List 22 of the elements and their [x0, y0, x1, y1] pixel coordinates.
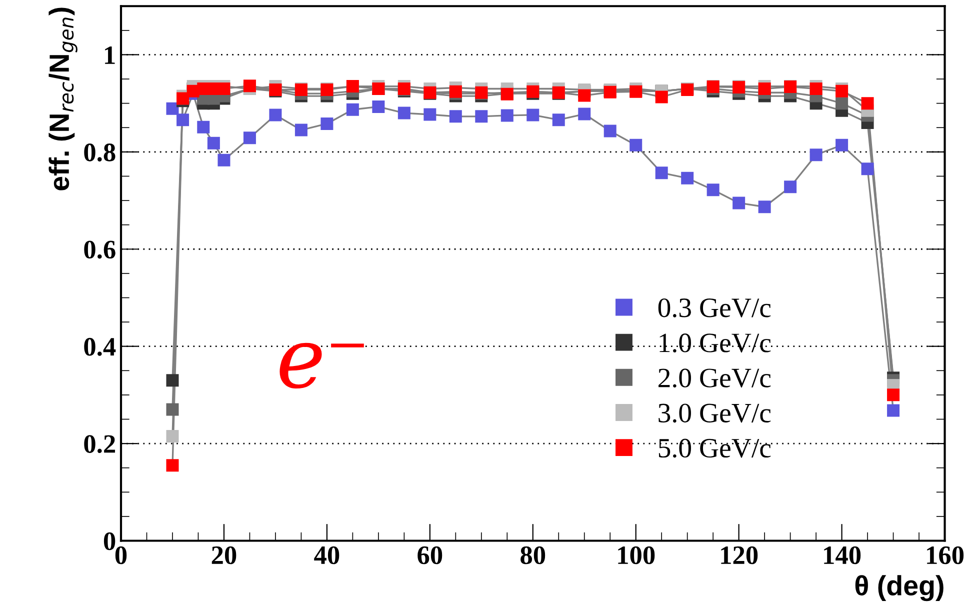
y-tick-label: 0.8	[84, 144, 116, 162]
legend-label: 2.0 GeV/c	[658, 368, 771, 388]
x-tick-label: 140	[824, 546, 861, 564]
x-tick-label: 160	[927, 546, 964, 564]
legend-label: 3.0 GeV/c	[658, 404, 771, 423]
x-tick-label: 40	[314, 546, 340, 564]
y-axis-title: eff. (N$_{rec}$/N$_{gen}$)	[48, 8, 78, 190]
x-tick-label: 120	[721, 546, 758, 564]
y-tick-label: 0.4	[84, 338, 116, 356]
y-tick-label: 1	[105, 46, 115, 64]
x-tick-label: 80	[520, 546, 546, 564]
legend-label: 0.3 GeV/c	[658, 298, 771, 318]
x-tick-label: 100	[618, 546, 655, 564]
y-tick-label: 0.2	[84, 435, 116, 454]
legend-label: 1.0 GeV/c	[660, 334, 771, 352]
x-axis-title: θ (deg)	[855, 575, 944, 602]
annotation: e⁻	[280, 342, 364, 388]
legend-label: 5.0 GeV/c	[658, 438, 771, 458]
y-tick-label: 0	[104, 532, 116, 550]
x-tick-label: 60	[418, 546, 442, 564]
x-tick-label: 20	[212, 546, 236, 564]
y-tick-label: 0.6	[84, 240, 116, 259]
